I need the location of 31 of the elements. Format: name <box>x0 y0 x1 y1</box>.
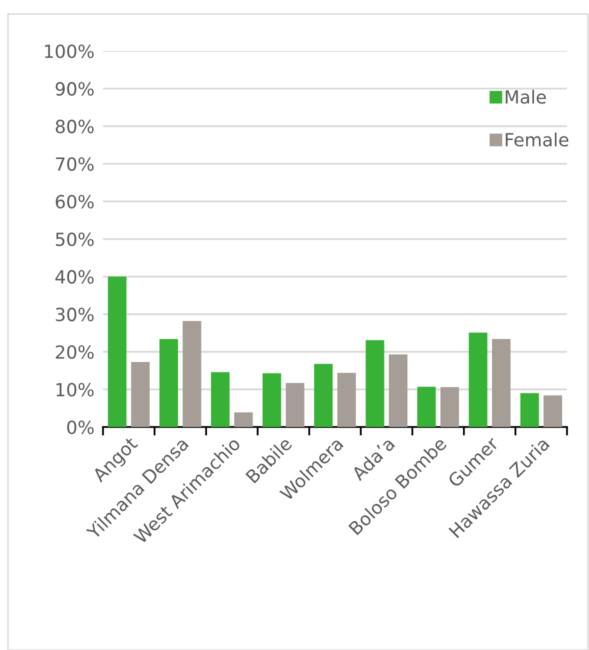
y-tick-label: 80% <box>56 120 94 134</box>
y-tick-label: 100% <box>45 44 94 58</box>
y-tick-label: 60% <box>56 194 94 209</box>
y-tick-label: 90% <box>56 82 94 96</box>
bar <box>234 412 253 427</box>
bar <box>211 372 230 427</box>
bar <box>520 393 539 427</box>
bar <box>417 386 436 427</box>
y-tick-label: 0% <box>67 420 94 434</box>
bar <box>440 387 459 427</box>
bar <box>182 320 202 427</box>
y-tick-label: 40% <box>55 270 94 284</box>
bar <box>388 354 408 427</box>
y-tick-label: 30% <box>56 308 94 322</box>
bar <box>544 395 562 427</box>
y-tick-label: 20% <box>56 345 94 359</box>
bar <box>159 339 178 427</box>
bar <box>366 340 384 427</box>
bar <box>286 383 304 427</box>
bar <box>492 339 511 427</box>
legend-label: Male <box>506 90 546 104</box>
bar <box>314 364 333 427</box>
bar <box>108 276 126 427</box>
y-tick-label: 70% <box>56 157 94 171</box>
bar <box>262 373 282 427</box>
y-tick-label: 10% <box>56 382 94 397</box>
legend-label: Female <box>506 132 568 147</box>
y-tick-label: 50% <box>56 232 94 246</box>
bar <box>468 332 488 427</box>
bar <box>131 362 150 427</box>
bar <box>337 372 356 427</box>
